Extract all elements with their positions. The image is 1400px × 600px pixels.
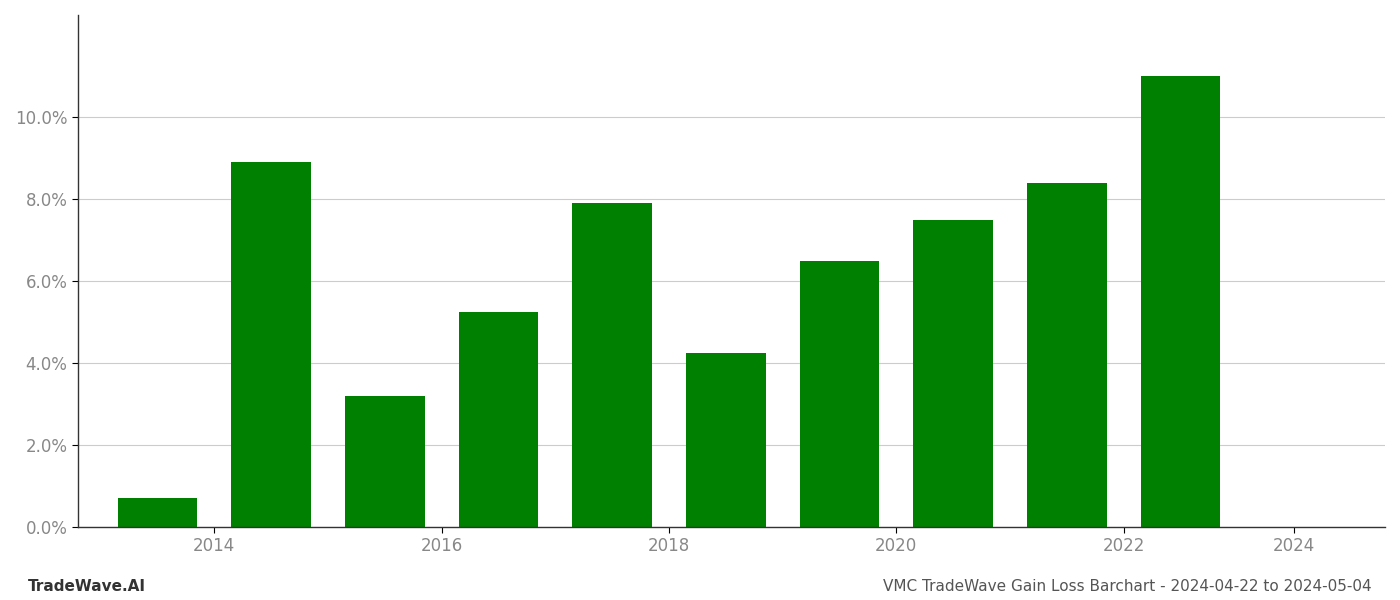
Bar — [1141, 76, 1221, 527]
Bar — [686, 353, 766, 527]
Bar — [459, 312, 538, 527]
Bar — [118, 498, 197, 527]
Bar — [573, 203, 652, 527]
Text: TradeWave.AI: TradeWave.AI — [28, 579, 146, 594]
Text: VMC TradeWave Gain Loss Barchart - 2024-04-22 to 2024-05-04: VMC TradeWave Gain Loss Barchart - 2024-… — [883, 579, 1372, 594]
Bar — [344, 395, 424, 527]
Bar — [231, 163, 311, 527]
Bar — [913, 220, 993, 527]
Bar — [799, 260, 879, 527]
Bar — [1028, 183, 1106, 527]
